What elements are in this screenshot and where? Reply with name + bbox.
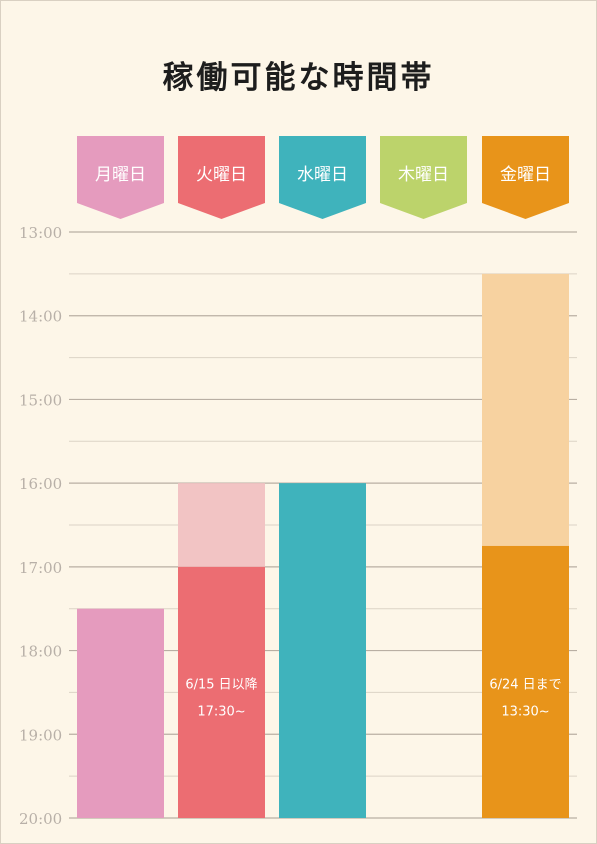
bar-annotation-line2: 13:30~ bbox=[501, 704, 549, 719]
y-tick-label: 15:00 bbox=[19, 391, 62, 409]
day-header-tag bbox=[380, 136, 467, 219]
day-header-label: 火曜日 bbox=[196, 165, 247, 185]
day-header-label: 水曜日 bbox=[297, 165, 348, 185]
tentative-availability-bar bbox=[482, 273, 569, 546]
availability-bar bbox=[178, 566, 265, 818]
y-tick-label: 17:00 bbox=[19, 559, 62, 577]
day-header-label: 金曜日 bbox=[500, 165, 551, 185]
availability-bar bbox=[482, 545, 569, 818]
bar-annotation-line2: 17:30~ bbox=[197, 704, 245, 719]
day-header-label: 木曜日 bbox=[398, 165, 449, 185]
bar-annotation-line1: 6/24 日まで bbox=[489, 677, 561, 692]
day-header-tag bbox=[77, 136, 164, 219]
chart-title: 稼働可能な時間帯 bbox=[162, 60, 435, 96]
y-tick-label: 16:00 bbox=[19, 475, 62, 493]
y-tick-label: 20:00 bbox=[19, 810, 62, 828]
tentative-availability-bar bbox=[178, 483, 265, 567]
bar-annotation-line1: 6/15 日以降 bbox=[185, 677, 257, 692]
availability-bar bbox=[77, 608, 164, 818]
day-header-tag bbox=[279, 136, 366, 219]
day-header-tag bbox=[482, 136, 569, 219]
day-header-label: 月曜日 bbox=[95, 165, 146, 185]
y-tick-label: 13:00 bbox=[19, 224, 62, 242]
y-tick-label: 14:00 bbox=[19, 308, 62, 326]
day-header-tag bbox=[178, 136, 265, 219]
availability-bar bbox=[279, 483, 366, 818]
y-tick-label: 19:00 bbox=[19, 726, 62, 744]
y-tick-label: 18:00 bbox=[19, 643, 62, 661]
